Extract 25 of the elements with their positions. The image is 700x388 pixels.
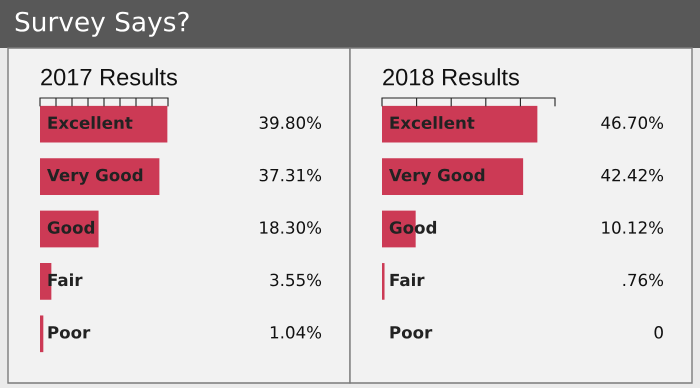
chart-title: Survey Says? xyxy=(16,12,189,37)
data-label: 42.42% xyxy=(601,168,664,182)
y-tick-label: Poor xyxy=(48,326,90,339)
y-tick-label: Good xyxy=(48,220,94,234)
bar xyxy=(382,106,538,143)
data-label: 18.30% xyxy=(260,221,322,234)
y-tick-label: Fair xyxy=(390,273,424,286)
y-tick-label: Poor xyxy=(390,326,432,339)
y-tick-label: Excellent xyxy=(390,116,474,130)
y-tick-label: Very Good xyxy=(389,168,484,185)
data-label: 1.04% xyxy=(270,326,322,339)
bar xyxy=(382,263,385,300)
data-label: .76% xyxy=(623,274,664,286)
data-label: 37.31% xyxy=(260,168,322,182)
chart-title: 2018 Results xyxy=(383,68,519,86)
data-label: 3.55% xyxy=(270,274,322,286)
data-label: 10.12% xyxy=(602,221,664,234)
y-tick-label: Excellent xyxy=(48,116,132,130)
chart-subtitle: 2017 Results xyxy=(41,68,177,86)
data-label: 0 xyxy=(654,326,663,339)
data-label: 39.80% xyxy=(260,116,322,130)
data-label: 46.70% xyxy=(601,116,664,130)
bar xyxy=(382,158,524,195)
bar xyxy=(40,315,44,352)
y-tick-label: Very Good xyxy=(47,168,142,185)
